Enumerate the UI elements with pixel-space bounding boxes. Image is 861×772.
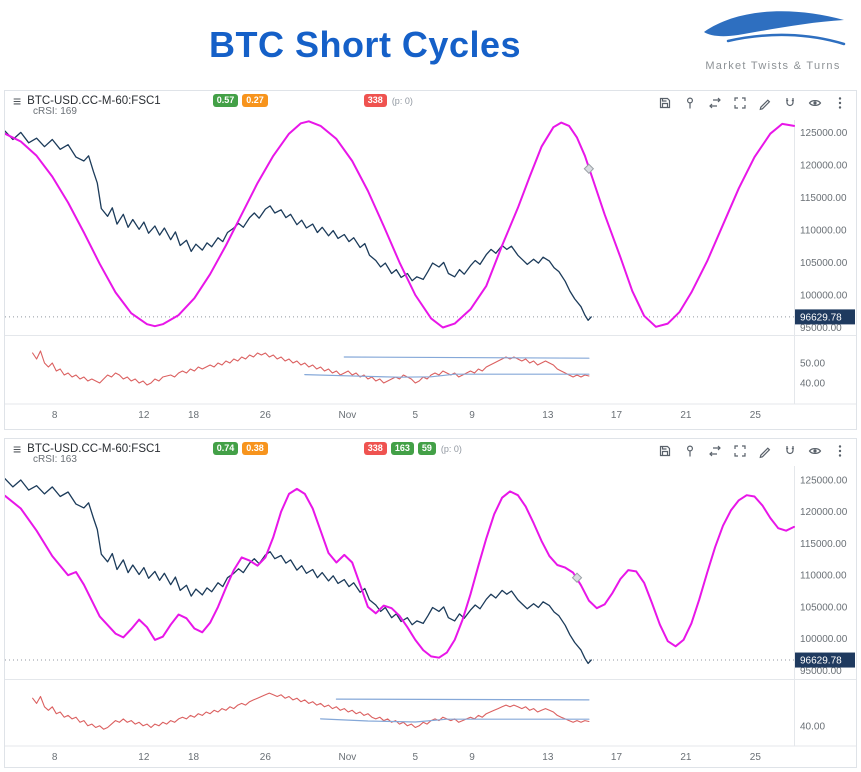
svg-text:95000.00: 95000.00 bbox=[800, 666, 842, 677]
indicator-badge[interactable]: 0.27 bbox=[242, 94, 268, 107]
svg-text:120000.00: 120000.00 bbox=[800, 507, 848, 518]
draw-icon[interactable] bbox=[757, 95, 773, 111]
svg-text:9: 9 bbox=[469, 752, 475, 763]
svg-text:5: 5 bbox=[412, 752, 418, 763]
svg-text:21: 21 bbox=[680, 752, 692, 763]
svg-text:13: 13 bbox=[542, 752, 554, 763]
logo: Market Twists & Turns bbox=[693, 6, 853, 72]
panel-header: ≡ BTC-USD.CC-M-60:FSC1 0.57 0.27 338 (p: … bbox=[5, 91, 856, 120]
p-value-label: (p: 0) bbox=[391, 95, 413, 106]
magnet-icon[interactable] bbox=[782, 95, 798, 111]
svg-text:115000.00: 115000.00 bbox=[800, 193, 847, 204]
eye-icon[interactable] bbox=[807, 443, 823, 459]
symbol-label[interactable]: BTC-USD.CC-M-60:FSC1 bbox=[27, 94, 161, 107]
svg-text:Nov: Nov bbox=[339, 752, 357, 763]
svg-text:18: 18 bbox=[188, 410, 200, 421]
symbol-label[interactable]: BTC-USD.CC-M-60:FSC1 bbox=[27, 442, 161, 455]
price-cycle-chart-top[interactable]: 125000.00 120000.00 115000.00 110000.00 1050… bbox=[5, 120, 856, 429]
svg-text:25: 25 bbox=[750, 410, 762, 421]
magnet-icon[interactable] bbox=[782, 443, 798, 459]
panel-toolbar bbox=[657, 443, 848, 459]
compare-arrows-icon[interactable] bbox=[707, 443, 723, 459]
svg-text:100000.00: 100000.00 bbox=[800, 290, 848, 301]
period-badges: 338 bbox=[363, 94, 387, 107]
more-icon[interactable] bbox=[832, 95, 848, 111]
masthead: BTC Short Cycles Market Twists & Turns bbox=[0, 0, 861, 90]
indicator-badge[interactable]: 0.57 bbox=[212, 94, 239, 107]
svg-text:105000.00: 105000.00 bbox=[800, 602, 848, 613]
panel-header: ≡ BTC-USD.CC-M-60:FSC1 0.74 0.38 338 163 59… bbox=[5, 439, 856, 466]
svg-text:18: 18 bbox=[188, 752, 200, 763]
cycle-value-badges: 0.57 0.27 bbox=[212, 94, 268, 107]
indicator-badge[interactable]: 0.38 bbox=[242, 442, 268, 455]
svg-text:120000.00: 120000.00 bbox=[800, 160, 848, 171]
page-title: BTC Short Cycles bbox=[208, 24, 522, 65]
svg-text:8: 8 bbox=[52, 410, 58, 421]
pin-icon[interactable] bbox=[682, 443, 698, 459]
p-value-label: (p: 0) bbox=[440, 443, 462, 454]
cycle-value-badges: 0.74 0.38 bbox=[212, 442, 268, 455]
indicator-badge[interactable]: 0.74 bbox=[212, 442, 239, 455]
svg-text:12: 12 bbox=[138, 410, 150, 421]
svg-text:25: 25 bbox=[750, 752, 762, 763]
maximize-icon[interactable] bbox=[732, 95, 748, 111]
compare-arrows-icon[interactable] bbox=[707, 95, 723, 111]
menu-icon[interactable]: ≡ bbox=[13, 92, 22, 109]
svg-text:96629.78: 96629.78 bbox=[800, 312, 842, 323]
svg-text:8: 8 bbox=[52, 752, 58, 763]
indicator-badge[interactable]: 163 bbox=[390, 442, 414, 455]
price-cycle-chart-bottom[interactable]: 125000.00 120000.00 115000.00 110000.00 1050… bbox=[5, 466, 856, 767]
crsi-label: cRSI: 169 bbox=[33, 106, 77, 117]
logo-swoosh-icon bbox=[698, 11, 848, 58]
menu-icon[interactable]: ≡ bbox=[13, 440, 22, 457]
indicator-badge[interactable]: 59 bbox=[417, 442, 436, 455]
svg-text:110000.00: 110000.00 bbox=[800, 225, 847, 236]
svg-text:5: 5 bbox=[412, 410, 418, 421]
svg-text:50.00: 50.00 bbox=[800, 359, 825, 370]
svg-text:115000.00: 115000.00 bbox=[800, 539, 847, 550]
svg-text:40.00: 40.00 bbox=[800, 721, 825, 732]
eye-icon[interactable] bbox=[807, 95, 823, 111]
draw-icon[interactable] bbox=[757, 443, 773, 459]
maximize-icon[interactable] bbox=[732, 443, 748, 459]
indicator-badge[interactable]: 338 bbox=[363, 94, 387, 107]
more-icon[interactable] bbox=[832, 443, 848, 459]
pin-icon[interactable] bbox=[682, 95, 698, 111]
svg-text:100000.00: 100000.00 bbox=[800, 634, 848, 645]
indicator-badge[interactable]: 338 bbox=[363, 442, 387, 455]
svg-text:110000.00: 110000.00 bbox=[800, 571, 847, 582]
svg-text:95000.00: 95000.00 bbox=[800, 323, 842, 334]
svg-text:12: 12 bbox=[138, 752, 150, 763]
period-badges: 338 163 59 bbox=[363, 442, 436, 455]
svg-text:26: 26 bbox=[260, 410, 272, 421]
save-icon[interactable] bbox=[657, 95, 673, 111]
crsi-label: cRSI: 163 bbox=[33, 454, 77, 465]
svg-text:96629.78: 96629.78 bbox=[800, 656, 842, 667]
svg-text:125000.00: 125000.00 bbox=[800, 128, 848, 139]
svg-text:13: 13 bbox=[542, 410, 554, 421]
svg-text:105000.00: 105000.00 bbox=[800, 258, 848, 269]
svg-text:17: 17 bbox=[611, 752, 623, 763]
svg-text:Nov: Nov bbox=[339, 410, 357, 421]
svg-text:40.00: 40.00 bbox=[800, 379, 825, 390]
svg-text:17: 17 bbox=[611, 410, 623, 421]
panel-toolbar bbox=[657, 95, 848, 111]
svg-text:9: 9 bbox=[469, 410, 475, 421]
save-icon[interactable] bbox=[657, 443, 673, 459]
svg-text:125000.00: 125000.00 bbox=[800, 475, 848, 486]
chart-panel-bottom: ≡ BTC-USD.CC-M-60:FSC1 0.74 0.38 338 163 59… bbox=[4, 438, 857, 768]
svg-text:26: 26 bbox=[260, 752, 272, 763]
chart-panel-top: ≡ BTC-USD.CC-M-60:FSC1 0.57 0.27 338 (p: … bbox=[4, 90, 857, 430]
svg-text:21: 21 bbox=[680, 410, 692, 421]
logo-text: Market Twists & Turns bbox=[705, 60, 841, 72]
